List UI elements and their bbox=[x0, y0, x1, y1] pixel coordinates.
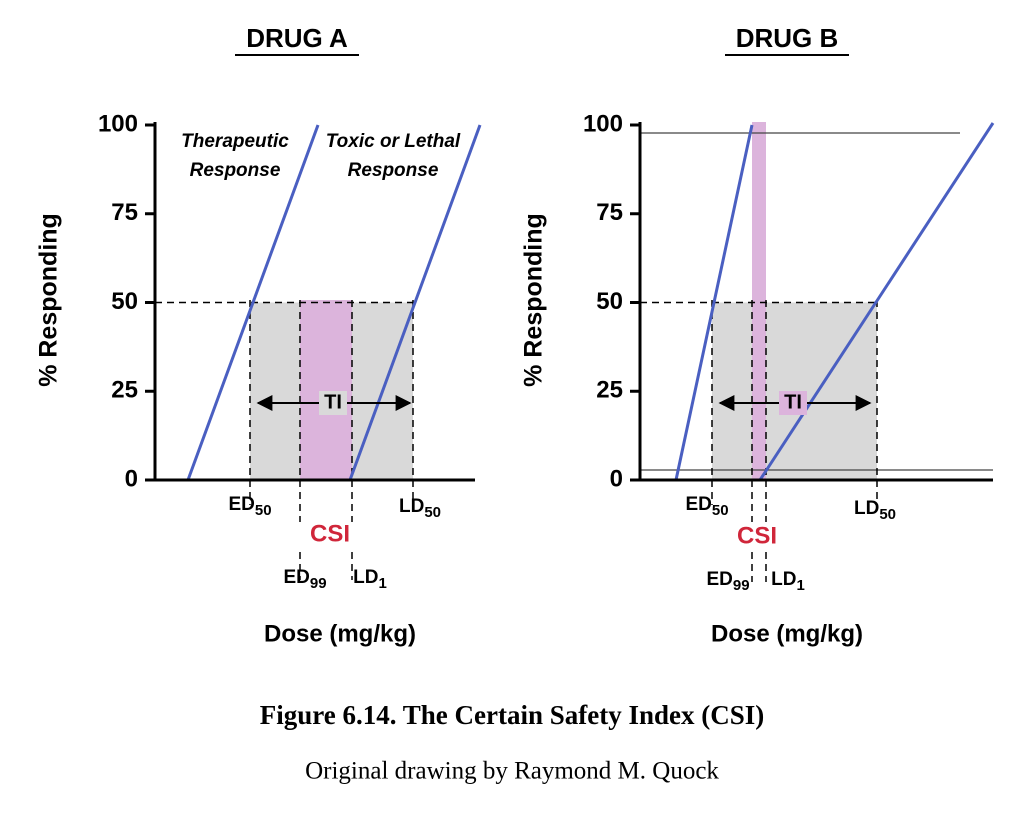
curve-label: Response bbox=[348, 160, 439, 181]
ld1-label-sub: 1 bbox=[796, 577, 804, 594]
caption-title: Figure 6.14. The Certain Safety Index (C… bbox=[260, 700, 765, 730]
y-tick-label: 0 bbox=[125, 465, 138, 492]
curve-label: Therapeutic bbox=[181, 131, 289, 152]
ld50-label: LD50 bbox=[399, 496, 441, 521]
ed99-label-main: ED bbox=[706, 569, 732, 590]
dose-response-line bbox=[348, 124, 482, 481]
ed99-label-sub: 99 bbox=[733, 577, 750, 594]
y-tick-label: 25 bbox=[111, 377, 138, 404]
y-tick-label: 75 bbox=[596, 199, 623, 226]
ld50-label-main: LD bbox=[399, 496, 424, 517]
ed99-label-main: ED bbox=[283, 567, 309, 588]
x-axis-label: Dose (mg/kg) bbox=[711, 620, 863, 647]
ld1-label-main: LD bbox=[771, 569, 796, 590]
ti-label: TI bbox=[784, 391, 802, 413]
ti-label: TI bbox=[324, 391, 342, 413]
y-tick-label: 75 bbox=[111, 199, 138, 226]
ed99-label: ED99 bbox=[706, 569, 749, 594]
y-tick-label: 100 bbox=[583, 110, 623, 137]
ed50-label-sub: 50 bbox=[255, 502, 272, 519]
panel-title: DRUG A bbox=[246, 23, 348, 53]
ed99-label-sub: 99 bbox=[310, 575, 327, 592]
curve-label: Toxic or Lethal bbox=[326, 131, 461, 152]
csi-region bbox=[752, 122, 766, 480]
ed50-label: ED50 bbox=[228, 494, 271, 519]
curve-label: Response bbox=[190, 160, 281, 181]
ld50-label-main: LD bbox=[854, 498, 879, 519]
ld1-label: LD1 bbox=[353, 567, 387, 592]
ed50-label-main: ED bbox=[228, 494, 254, 515]
ld50-label-sub: 50 bbox=[424, 504, 441, 521]
caption-credit: Original drawing by Raymond M. Quock bbox=[305, 758, 719, 785]
ti-label-bg bbox=[779, 391, 807, 415]
ld1-label: LD1 bbox=[771, 569, 805, 594]
csi-label: CSI bbox=[737, 522, 777, 549]
ld1-label-main: LD bbox=[353, 567, 378, 588]
y-axis-label: % Responding bbox=[520, 213, 548, 387]
csi-region bbox=[300, 300, 352, 480]
dose-response-line bbox=[674, 124, 754, 481]
y-tick-label: 100 bbox=[98, 110, 138, 137]
ed50-label-main: ED bbox=[685, 494, 711, 515]
dose-response-line bbox=[186, 124, 320, 481]
y-axis-label: % Responding bbox=[35, 213, 63, 387]
ed50-label-sub: 50 bbox=[712, 502, 729, 519]
y-tick-label: 50 bbox=[596, 288, 623, 315]
x-axis-label: Dose (mg/kg) bbox=[264, 620, 416, 647]
y-tick-label: 0 bbox=[610, 465, 623, 492]
dose-response-line bbox=[758, 122, 995, 481]
ld50-label-sub: 50 bbox=[879, 506, 896, 523]
csi-label: CSI bbox=[310, 520, 350, 547]
ed99-label: ED99 bbox=[283, 567, 326, 592]
panel-title: DRUG B bbox=[736, 23, 839, 53]
ed50-label: ED50 bbox=[685, 494, 728, 519]
ld50-label: LD50 bbox=[854, 498, 896, 523]
y-tick-label: 50 bbox=[111, 288, 138, 315]
y-tick-label: 25 bbox=[596, 377, 623, 404]
ti-label-bg bbox=[319, 391, 347, 415]
ld1-label-sub: 1 bbox=[378, 575, 386, 592]
